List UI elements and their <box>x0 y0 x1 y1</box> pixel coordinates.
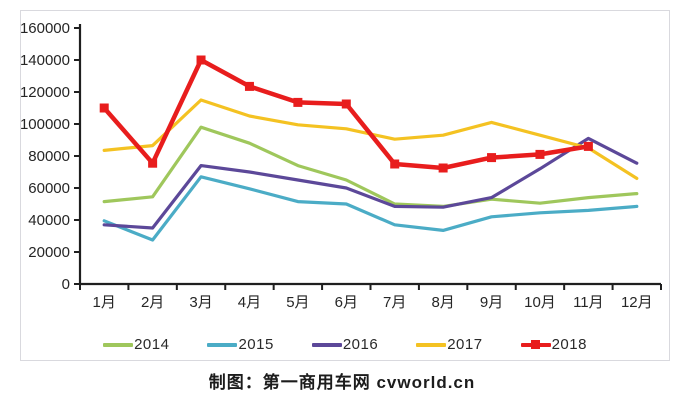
legend-swatch-2018 <box>520 339 551 349</box>
y-tick-label: 140000 <box>21 52 70 69</box>
series-marker-2018 <box>390 159 400 169</box>
legend-item-2014: 2014 <box>103 336 169 353</box>
y-tick-label: 160000 <box>21 20 70 37</box>
series-line-2018 <box>101 57 591 171</box>
legend-swatch-2016 <box>311 342 342 347</box>
x-tick-label: 4月 <box>238 294 261 311</box>
legend-swatch-2017 <box>416 342 447 347</box>
chart-caption: 制图：第一商用车网 cvworld.cn <box>208 373 476 392</box>
legend-label-2014: 2014 <box>134 336 170 353</box>
y-tick-label: 0 <box>62 276 70 293</box>
legend-swatch-2015 <box>207 342 238 347</box>
series-marker-2018 <box>341 99 351 109</box>
legend-label-2016: 2016 <box>342 336 379 353</box>
series-marker-2018 <box>148 158 158 168</box>
series-line-2017 <box>102 98 639 180</box>
y-tick-label: 80000 <box>28 148 70 165</box>
y-tick-label: 20000 <box>28 244 70 261</box>
series-line-2014 <box>102 125 639 208</box>
series-marker-2018 <box>487 153 497 163</box>
x-tick-label: 12月 <box>621 294 653 311</box>
x-tick-label: 1月 <box>93 294 116 311</box>
line-chart: 0 20000 40000 60000 80000 100000 120000 140000 1… <box>21 20 662 311</box>
x-tick-label: 10月 <box>524 294 556 311</box>
legend-item-2015: 2015 <box>207 336 273 353</box>
series-marker-2018 <box>535 149 545 159</box>
y-tick-label: 40000 <box>28 212 70 229</box>
series-marker-2018 <box>196 55 206 65</box>
x-tick-label: 9月 <box>480 294 503 311</box>
legend-item-2017: 2017 <box>416 336 482 353</box>
series-line-2016 <box>102 136 639 230</box>
x-tick-label: 3月 <box>189 294 212 311</box>
legend-label-2015: 2015 <box>238 336 274 353</box>
x-tick-label: 5月 <box>286 294 309 311</box>
legend-item-2016: 2016 <box>311 336 379 353</box>
legend-label-2017: 2017 <box>447 336 483 353</box>
legend-swatch-2014 <box>103 342 134 347</box>
chart-frame: 0 20000 40000 60000 80000 100000 120000 140000 1… <box>20 10 670 361</box>
series-marker-2018 <box>244 81 254 91</box>
y-tick-label: 100000 <box>21 116 70 133</box>
series-marker-2018 <box>293 97 303 107</box>
chart-legend: 2014 2015 2016 2017 2018 <box>21 336 669 353</box>
series-marker-2018 <box>99 103 109 113</box>
y-tick-label: 120000 <box>21 84 70 101</box>
x-tick-label: 8月 <box>431 294 454 311</box>
legend-label-2018: 2018 <box>551 336 587 353</box>
x-tick-label: 11月 <box>573 294 604 311</box>
legend-item-2018: 2018 <box>520 336 587 353</box>
series-marker-2018 <box>438 163 448 173</box>
series-marker-2018 <box>583 141 593 151</box>
x-tick-label: 2月 <box>141 294 164 311</box>
legend-marker-2018 <box>530 339 540 349</box>
x-tick-label: 7月 <box>383 294 406 311</box>
y-tick-label: 60000 <box>28 180 70 197</box>
series-line-2015 <box>102 175 639 242</box>
x-tick-label: 6月 <box>335 294 358 311</box>
